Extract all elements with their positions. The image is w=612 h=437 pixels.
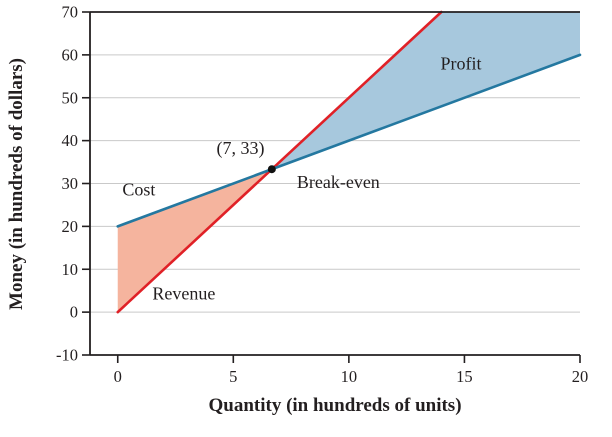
revenue-label: Revenue (152, 283, 215, 303)
breakeven-coords-label: (7, 33) (217, 138, 265, 159)
x-tick-label-0: 0 (114, 367, 122, 386)
y-tick-label-10: 10 (62, 260, 79, 279)
profit-label: Profit (440, 53, 481, 73)
break-even-label: Break-even (297, 172, 380, 192)
y-tick-label-30: 30 (62, 174, 79, 193)
break-even-point (267, 165, 276, 174)
y-tick-label-60: 60 (62, 45, 79, 64)
cost-label: Cost (122, 180, 155, 200)
x-tick-label-10: 10 (341, 367, 358, 386)
plot-area: -10 0 10 20 30 40 50 60 70 0 5 10 15 20 (7, 33) Break-e… (56, 3, 588, 387)
y-axis-title: Money (in hundreds of dollars) (6, 58, 27, 310)
x-tick-label-5: 5 (229, 367, 237, 386)
y-tick-label--10: -10 (56, 346, 78, 365)
y-tick-label-70: 70 (62, 3, 79, 22)
y-tick-label-40: 40 (62, 131, 79, 150)
profit-region (271, 12, 580, 170)
x-tick-label-20: 20 (572, 367, 589, 386)
cost-line (116, 53, 582, 228)
y-tick-label-0: 0 (70, 303, 78, 322)
revenue-line (116, 10, 443, 314)
y-tick-label-50: 50 (62, 88, 79, 107)
y-tick-label-20: 20 (62, 217, 79, 236)
x-axis-title: Quantity (in hundreds of units) (208, 395, 461, 416)
x-tick-label-15: 15 (456, 367, 473, 386)
